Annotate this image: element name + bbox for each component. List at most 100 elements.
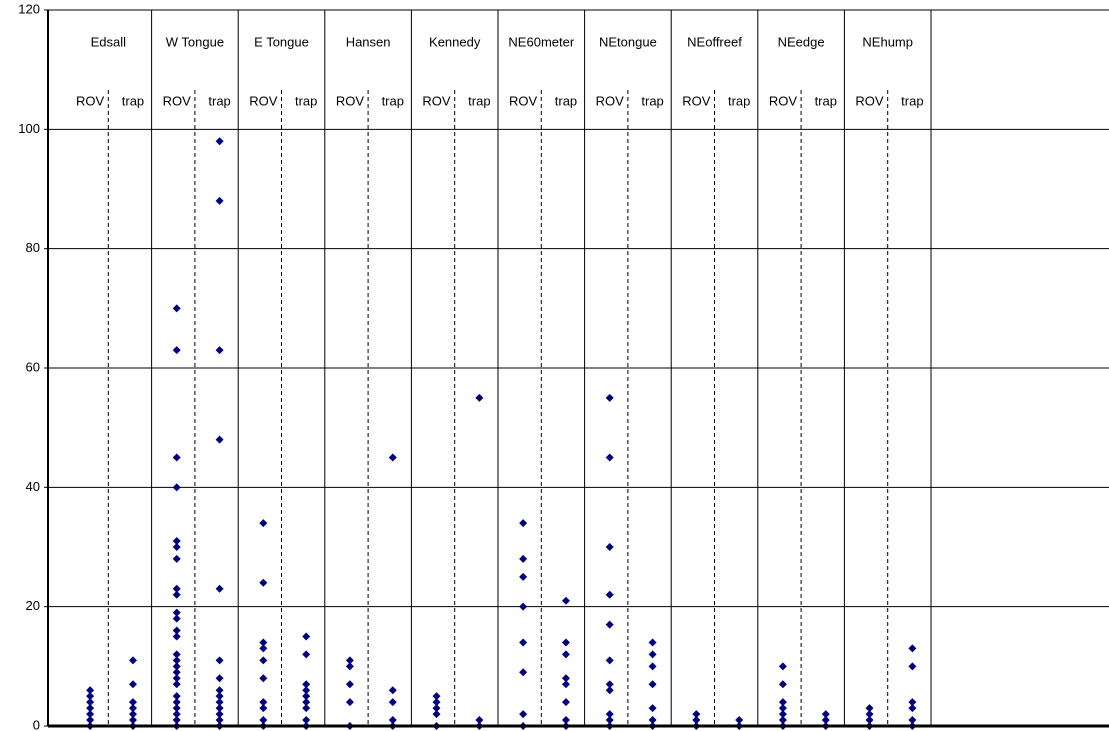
y-tick-label: 20 xyxy=(26,598,40,613)
point xyxy=(259,644,268,653)
point xyxy=(345,662,354,671)
point xyxy=(735,716,744,725)
y-tick-label: 80 xyxy=(26,240,40,255)
column-label: trap xyxy=(728,93,750,108)
point xyxy=(648,680,657,689)
point xyxy=(259,656,268,665)
point xyxy=(172,704,181,713)
point xyxy=(519,638,528,647)
column-label: trap xyxy=(815,93,837,108)
group-label: E Tongue xyxy=(254,34,309,49)
column-label: trap xyxy=(122,93,144,108)
point xyxy=(172,554,181,563)
point xyxy=(561,674,570,683)
point xyxy=(692,710,701,719)
point xyxy=(128,716,137,725)
point xyxy=(215,584,224,593)
point xyxy=(215,710,224,719)
point xyxy=(605,393,614,402)
point xyxy=(215,137,224,146)
point xyxy=(778,710,787,719)
group-label: Edsall xyxy=(91,34,127,49)
column-label: ROV xyxy=(769,93,798,108)
column-label: ROV xyxy=(163,93,192,108)
point xyxy=(172,626,181,635)
point xyxy=(908,698,917,707)
point xyxy=(302,698,311,707)
point xyxy=(302,704,311,713)
point xyxy=(561,596,570,605)
point xyxy=(519,602,528,611)
point xyxy=(259,698,268,707)
point xyxy=(605,543,614,551)
column-label: ROV xyxy=(682,93,711,108)
point xyxy=(432,698,441,707)
point xyxy=(215,686,224,695)
point xyxy=(302,650,311,659)
point xyxy=(605,656,614,665)
point xyxy=(172,453,181,462)
point xyxy=(172,650,181,659)
y-tick-label: 100 xyxy=(18,121,40,136)
point xyxy=(648,650,657,659)
point xyxy=(821,716,830,725)
point xyxy=(605,716,614,725)
point xyxy=(128,680,137,689)
point xyxy=(605,590,614,599)
point xyxy=(172,656,181,665)
point xyxy=(215,435,224,444)
point xyxy=(345,680,354,689)
point xyxy=(172,674,181,683)
group-label: Hansen xyxy=(346,34,391,49)
y-tick-label: 40 xyxy=(26,479,40,494)
group-label: NEoffreef xyxy=(687,34,742,49)
group-label: Kennedy xyxy=(429,34,481,49)
point xyxy=(172,614,181,623)
point xyxy=(302,716,311,725)
point xyxy=(778,680,787,689)
point xyxy=(908,704,917,713)
point xyxy=(561,680,570,689)
point xyxy=(128,698,137,707)
point xyxy=(692,716,701,725)
point xyxy=(172,632,181,641)
point xyxy=(648,704,657,713)
point xyxy=(519,554,528,563)
point xyxy=(215,674,224,683)
point xyxy=(345,656,354,665)
point xyxy=(519,519,528,528)
group-label: NE60meter xyxy=(508,34,574,49)
point xyxy=(215,704,224,713)
column-label: trap xyxy=(468,93,490,108)
point xyxy=(86,692,95,701)
point xyxy=(172,590,181,599)
point xyxy=(86,710,95,719)
point xyxy=(172,692,181,701)
point xyxy=(172,543,181,551)
point xyxy=(648,662,657,671)
point xyxy=(648,716,657,725)
point xyxy=(648,638,657,647)
point xyxy=(172,608,181,617)
point xyxy=(561,650,570,659)
point xyxy=(345,698,354,707)
column-label: trap xyxy=(208,93,230,108)
point xyxy=(778,704,787,713)
point xyxy=(172,668,181,677)
point xyxy=(778,716,787,725)
point xyxy=(302,692,311,701)
point xyxy=(778,698,787,707)
column-label: trap xyxy=(382,93,404,108)
point xyxy=(259,578,268,587)
column-label: ROV xyxy=(596,93,625,108)
group-label: NEhump xyxy=(862,34,913,49)
point xyxy=(908,644,917,653)
point xyxy=(128,710,137,719)
point xyxy=(172,304,181,313)
point xyxy=(605,686,614,695)
point xyxy=(215,346,224,355)
group-label: NEedge xyxy=(778,34,825,49)
group-label: NEtongue xyxy=(599,34,657,49)
point xyxy=(259,638,268,647)
